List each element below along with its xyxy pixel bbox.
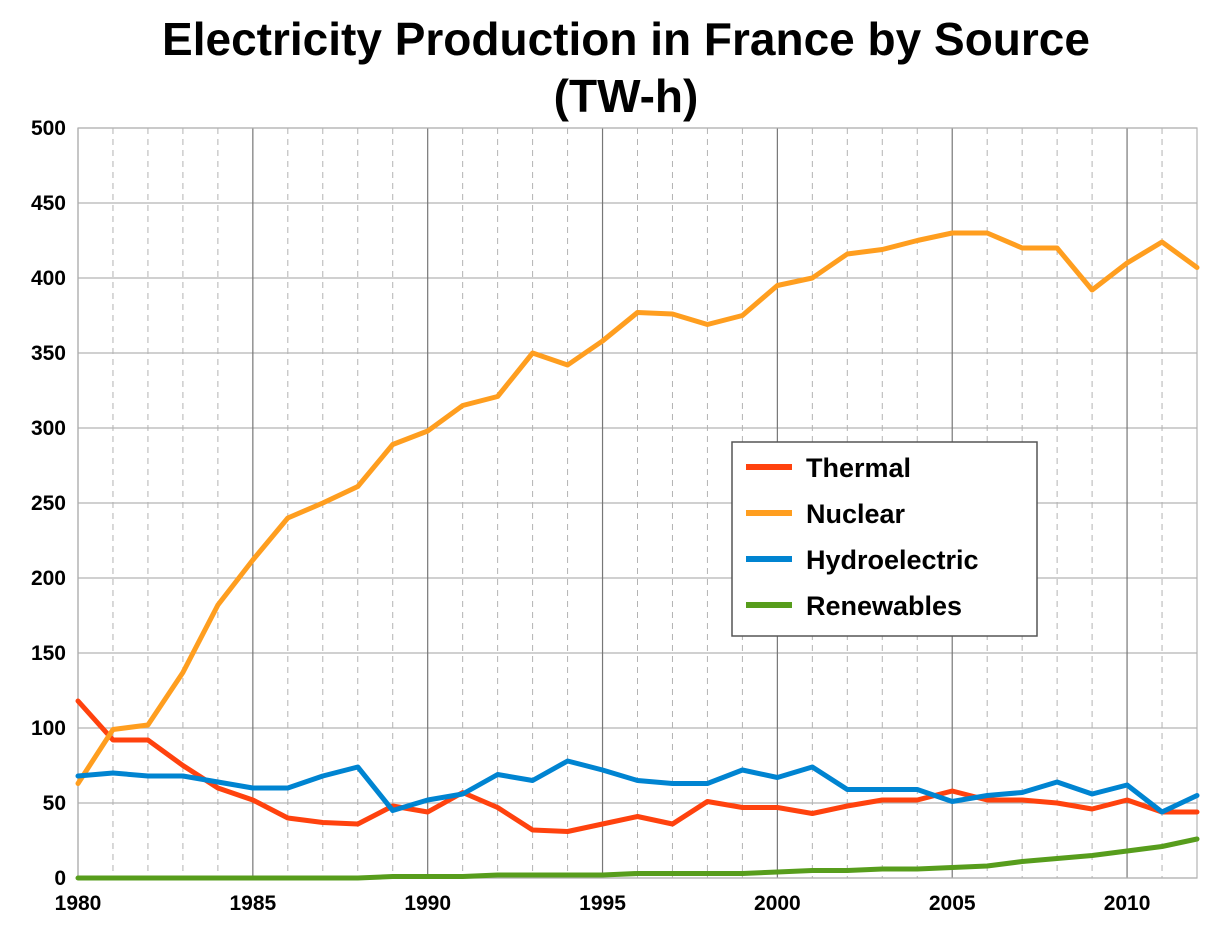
series-line-renewables: [75, 836, 1200, 881]
x-tick-label: 2010: [1104, 892, 1151, 915]
legend-label: Thermal: [806, 453, 911, 483]
y-axis: 0 50 100 150 200 250 300 350 400 450 500: [31, 117, 66, 890]
chart-subtitle: (TW-h): [554, 70, 699, 122]
x-tick-label: 2005: [929, 892, 976, 915]
legend-label: Nuclear: [806, 499, 906, 529]
y-tick-label: 250: [31, 492, 66, 515]
legend-label: Renewables: [806, 591, 962, 621]
y-tick-label: 500: [31, 117, 66, 140]
x-tick-label: 2000: [754, 892, 801, 915]
series-line-thermal: [75, 698, 1200, 834]
y-tick-label: 100: [31, 717, 66, 740]
legend: Thermal Nuclear Hydroelectric Renewables: [731, 441, 1038, 637]
y-tick-label: 0: [54, 867, 66, 890]
grid: [77, 127, 1198, 879]
y-tick-label: 400: [31, 267, 66, 290]
x-tick-label: 1985: [229, 892, 276, 915]
y-tick-label: 350: [31, 342, 66, 365]
chart-title: Electricity Production in France by Sour…: [162, 13, 1090, 65]
legend-label: Hydroelectric: [806, 545, 979, 575]
series-line-nuclear: [75, 230, 1200, 786]
y-tick-label: 200: [31, 567, 66, 590]
plot-frame: [77, 127, 1198, 879]
y-tick-label: 150: [31, 642, 66, 665]
y-tick-label: 300: [31, 417, 66, 440]
y-tick-label: 50: [43, 792, 66, 815]
series-lines: [75, 230, 1200, 881]
x-tick-label: 1990: [404, 892, 451, 915]
x-tick-label: 1995: [579, 892, 626, 915]
x-tick-label: 1980: [55, 892, 102, 915]
legend-box: [731, 441, 1038, 637]
series-line-hydroelectric: [75, 758, 1200, 815]
x-axis: 1980 1985 1990 1995 2000 2005 2010: [55, 892, 1151, 915]
y-tick-label: 450: [31, 192, 66, 215]
